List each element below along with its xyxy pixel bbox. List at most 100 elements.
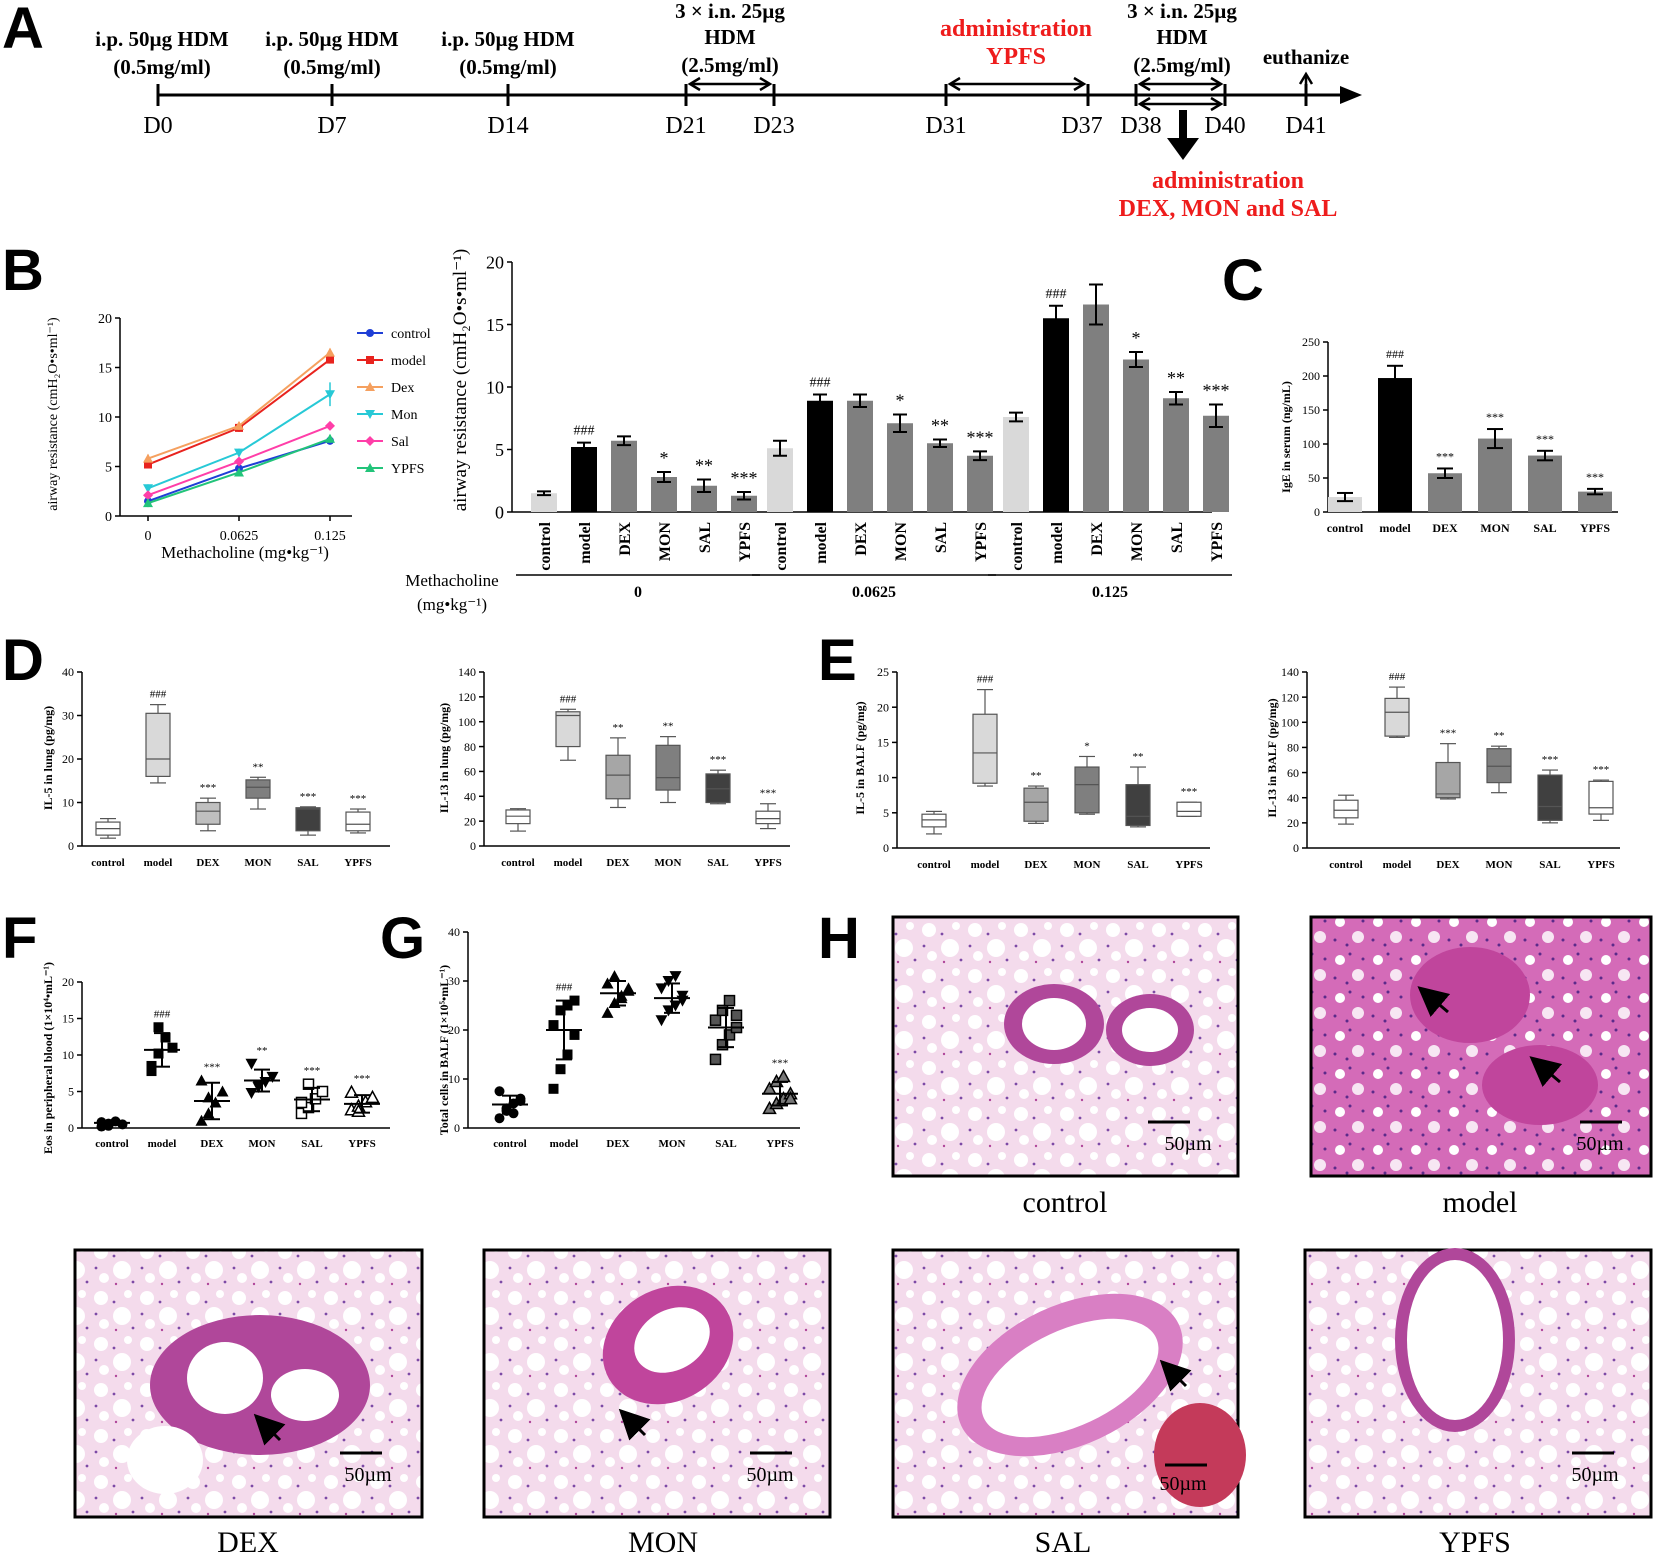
b-line-y-tick-label: 0 xyxy=(105,510,112,525)
data-point xyxy=(562,1049,573,1060)
significance-label: ** xyxy=(253,761,264,773)
f-ylabel: Eos in peripheral blood (1×10⁴•mL⁻¹) xyxy=(41,962,55,1154)
double-arrow-heads xyxy=(947,76,1087,92)
b-line-legend: control model Dex Mon Sal YPFS xyxy=(357,327,431,477)
c-marks: 0 50 100 150 200 250 ### *** *** *** *** control mod… xyxy=(1302,335,1618,535)
panel-label-d: D xyxy=(2,628,44,693)
series-point xyxy=(365,410,375,419)
data-point xyxy=(709,1053,722,1066)
bar xyxy=(807,400,833,512)
scale-label: 50µm xyxy=(1164,1133,1212,1155)
box xyxy=(655,744,681,791)
c-y-tick-label: 100 xyxy=(1302,437,1320,451)
box xyxy=(245,779,271,799)
significance-label: *** xyxy=(760,788,777,800)
b-bar-x-tick-label: control xyxy=(773,521,790,570)
significance-label: *** xyxy=(1203,381,1230,401)
significance-label: *** xyxy=(304,1065,321,1077)
scale-label: 50µm xyxy=(1159,1473,1207,1495)
panel-label-c: C xyxy=(1222,248,1264,313)
ip-label-line2: (0.5mg/ml) xyxy=(459,55,556,79)
bar xyxy=(571,447,597,512)
series-point xyxy=(234,467,244,477)
g-marks-x-tick-label: MON xyxy=(659,1138,686,1150)
c-y-tick-label: 0 xyxy=(1314,505,1320,519)
significance-label: * xyxy=(1132,328,1141,348)
bar xyxy=(1328,497,1362,512)
b-bar-x-tick-label: MON xyxy=(1129,522,1146,562)
data-point xyxy=(716,1038,729,1051)
in-label-line2: HDM xyxy=(1156,25,1208,49)
day-label: D23 xyxy=(753,113,794,139)
data-point xyxy=(195,1074,208,1086)
chart-b-line: 0 5 10 15 20 0 0.0625 0.125 Methacholine (mg•kg… xyxy=(46,312,431,562)
e2-ylabel: IL-13 in BALF (pg/mg) xyxy=(1265,698,1279,817)
box xyxy=(555,711,581,748)
box xyxy=(505,809,531,825)
airway-lumen xyxy=(271,1369,339,1421)
significance-label: ** xyxy=(613,722,624,734)
significance-label: ### xyxy=(810,376,831,391)
c-y-tick-label: 150 xyxy=(1302,403,1320,417)
double-arrow-heads xyxy=(1137,76,1224,92)
legend-label: control xyxy=(391,327,431,342)
g-marks: 0 10 20 30 40 ### *** control model DEX MON SAL YPFS xyxy=(448,925,800,1150)
f-marks-x-tick-label: SAL xyxy=(301,1138,322,1150)
significance-label: *** xyxy=(204,1062,221,1074)
significance-label: *** xyxy=(200,782,217,794)
series-point xyxy=(143,484,153,494)
f-marks-y-tick-label: 15 xyxy=(62,1012,74,1026)
box xyxy=(1023,787,1049,822)
bar xyxy=(1203,415,1229,512)
d2-marks-y-tick-label: 60 xyxy=(464,765,476,779)
day-label: D7 xyxy=(317,113,346,139)
significance-label: *** xyxy=(1593,764,1610,776)
bar xyxy=(1478,438,1512,512)
box xyxy=(605,754,631,800)
series-point xyxy=(366,356,374,364)
significance-label: ### xyxy=(560,693,577,705)
histology-dex: 50µm DEX xyxy=(73,1248,424,1558)
d1-ylabel: IL-5 in lung (pg/mg) xyxy=(41,706,55,810)
b-bar-ylabel: airway resistance (cmH₂O•s•ml⁻¹) xyxy=(450,249,471,512)
significance-label: ### xyxy=(1389,671,1406,683)
data-point xyxy=(723,994,736,1007)
series-point xyxy=(366,329,374,337)
significance-label: ### xyxy=(154,1008,171,1020)
c-x-tick-label: MON xyxy=(1480,521,1510,535)
b-bar-y-tick-label: 5 xyxy=(495,440,504,460)
e1-marks-x-tick-label: MON xyxy=(1074,859,1101,871)
data-point xyxy=(608,970,621,982)
box xyxy=(145,712,171,778)
significance-label: ** xyxy=(1167,368,1185,388)
data-point xyxy=(655,1015,668,1027)
b-bar-x-tick-label: DEX xyxy=(1089,522,1106,556)
significance-label: *** xyxy=(1181,786,1198,798)
b-bar-x-tick-label: SAL xyxy=(1169,522,1186,553)
box xyxy=(1435,761,1461,799)
data-point xyxy=(494,1086,505,1097)
bar xyxy=(1163,398,1189,512)
significance-label: *** xyxy=(350,793,367,805)
panel-label-h: H xyxy=(818,906,860,971)
bar xyxy=(1578,491,1612,512)
series-point xyxy=(365,436,375,446)
bar xyxy=(1528,455,1562,512)
d1-marks-x-tick-label: control xyxy=(91,857,124,869)
day-label: D14 xyxy=(487,113,528,139)
data-point xyxy=(548,1020,559,1031)
e2-marks-x-tick-label: DEX xyxy=(1436,859,1459,871)
e2-marks-y-tick-label: 140 xyxy=(1281,665,1299,679)
d1-marks-x-tick-label: YPFS xyxy=(344,857,372,869)
significance-label: * xyxy=(1084,740,1090,752)
ip-label-line2: (0.5mg/ml) xyxy=(283,55,380,79)
series-point xyxy=(365,463,375,472)
airway-lumen xyxy=(127,1426,203,1494)
b-bar-x-tick-label: YPFS xyxy=(737,522,754,562)
euthanize-arrowhead xyxy=(1298,71,1314,85)
data-point xyxy=(662,976,675,987)
series-point xyxy=(325,420,335,431)
